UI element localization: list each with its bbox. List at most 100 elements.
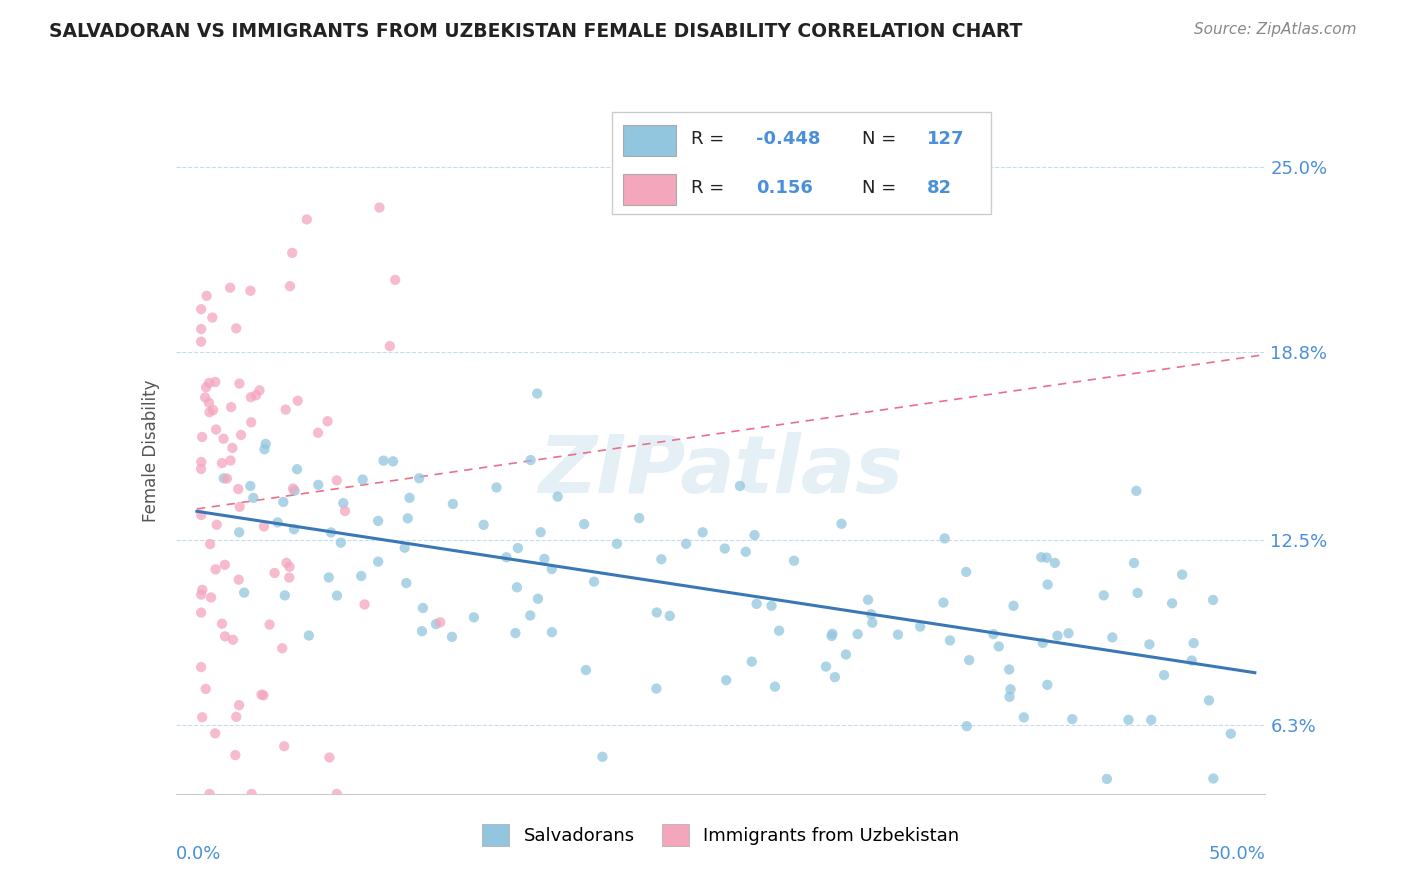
Point [287, 393, 309, 408]
Point [271, 641, 294, 656]
Point [276, 556, 298, 570]
Point [190, 588, 212, 602]
Point [278, 571, 301, 585]
Point [190, 462, 212, 476]
Point [1123, 556, 1146, 570]
Point [412, 601, 434, 615]
Point [212, 432, 235, 446]
Point [1000, 682, 1022, 697]
Text: R =: R = [692, 130, 724, 148]
Point [201, 310, 224, 325]
Point [316, 414, 339, 428]
Point [283, 522, 305, 536]
Point [541, 625, 564, 640]
Point [190, 606, 212, 620]
Point [285, 462, 308, 476]
Point [530, 525, 553, 540]
Point [205, 423, 228, 437]
Text: 82: 82 [927, 179, 952, 197]
Point [658, 608, 681, 623]
Point [527, 591, 550, 606]
Point [860, 615, 883, 630]
Point [628, 511, 651, 525]
Point [395, 576, 418, 591]
Text: N =: N = [862, 179, 897, 197]
Point [367, 514, 389, 528]
Point [547, 490, 569, 504]
Point [1198, 693, 1220, 707]
Point [744, 528, 766, 542]
Point [274, 588, 297, 602]
Point [214, 558, 236, 572]
Point [650, 552, 672, 566]
Point [645, 606, 668, 620]
Point [191, 710, 214, 724]
Point [1031, 550, 1053, 565]
Point [425, 617, 447, 632]
Point [215, 472, 238, 486]
Point [394, 541, 416, 555]
Point [998, 690, 1021, 704]
Point [252, 689, 274, 703]
Point [692, 525, 714, 540]
Point [198, 396, 221, 410]
Point [540, 562, 562, 576]
Point [281, 245, 304, 260]
Text: -0.448: -0.448 [756, 130, 820, 148]
Point [526, 386, 548, 401]
Point [198, 537, 221, 551]
Point [219, 400, 242, 414]
Point [741, 655, 763, 669]
Text: 0.0%: 0.0% [176, 846, 221, 863]
Point [307, 425, 329, 440]
Point [1161, 596, 1184, 610]
Legend: Salvadorans, Immigrants from Uzbekistan: Salvadorans, Immigrants from Uzbekistan [475, 817, 966, 854]
Text: 127: 127 [927, 130, 965, 148]
Point [239, 390, 262, 404]
Point [998, 663, 1021, 677]
Point [956, 719, 979, 733]
Point [353, 598, 375, 612]
Point [242, 491, 264, 505]
Point [378, 339, 401, 353]
Point [191, 582, 214, 597]
Point [821, 627, 844, 641]
Point [1171, 567, 1194, 582]
Point [1036, 678, 1059, 692]
Point [1202, 593, 1225, 607]
FancyBboxPatch shape [612, 112, 991, 214]
Point [318, 570, 340, 584]
Point [200, 591, 222, 605]
Point [368, 201, 391, 215]
Point [194, 391, 217, 405]
Point [396, 511, 419, 525]
Point [239, 284, 262, 298]
Point [824, 670, 846, 684]
Point [1036, 577, 1059, 591]
Point [763, 680, 786, 694]
Point [939, 633, 962, 648]
Text: R =: R = [692, 179, 724, 197]
Point [240, 415, 263, 429]
Point [253, 442, 276, 457]
Point [367, 555, 389, 569]
Point [284, 483, 307, 498]
Point [582, 574, 605, 589]
Point [190, 508, 212, 522]
FancyBboxPatch shape [623, 174, 676, 205]
Text: ZIPatlas: ZIPatlas [538, 432, 903, 510]
Point [835, 648, 858, 662]
Point [295, 212, 318, 227]
Point [198, 376, 221, 390]
Point [240, 787, 263, 801]
Point [190, 455, 212, 469]
Point [198, 405, 221, 419]
Point [249, 384, 271, 398]
Point [245, 388, 267, 402]
Point [761, 599, 783, 613]
Point [734, 545, 756, 559]
Point [307, 478, 329, 492]
Point [191, 430, 214, 444]
Point [202, 403, 225, 417]
Point [233, 585, 256, 599]
